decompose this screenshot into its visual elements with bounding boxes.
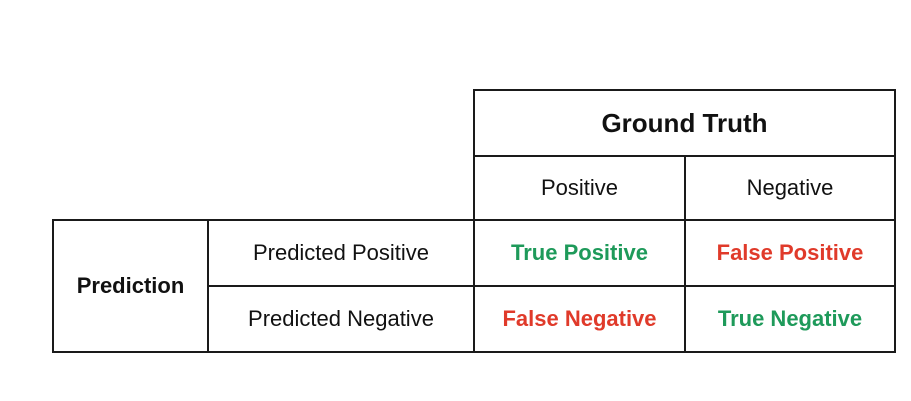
cell-true-negative: True Negative: [717, 306, 863, 331]
cell-true-positive: True Positive: [511, 240, 648, 265]
column-header-positive: Positive: [540, 175, 619, 200]
grid-line: [473, 89, 896, 91]
grid-line: [207, 285, 896, 287]
grid-line: [684, 155, 686, 353]
column-header-negative: Negative: [746, 175, 834, 200]
cell-false-positive: False Positive: [716, 240, 864, 265]
prediction-header: Prediction: [76, 273, 185, 298]
cell-false-negative: False Negative: [502, 306, 657, 331]
row-header-predicted-negative: Predicted Negative: [248, 306, 434, 331]
grid-line: [52, 219, 54, 353]
grid-line: [207, 219, 209, 353]
ground-truth-header: Ground Truth: [601, 107, 768, 138]
grid-line: [473, 89, 475, 353]
grid-line: [894, 89, 896, 353]
row-header-predicted-positive: Predicted Positive: [252, 240, 430, 265]
